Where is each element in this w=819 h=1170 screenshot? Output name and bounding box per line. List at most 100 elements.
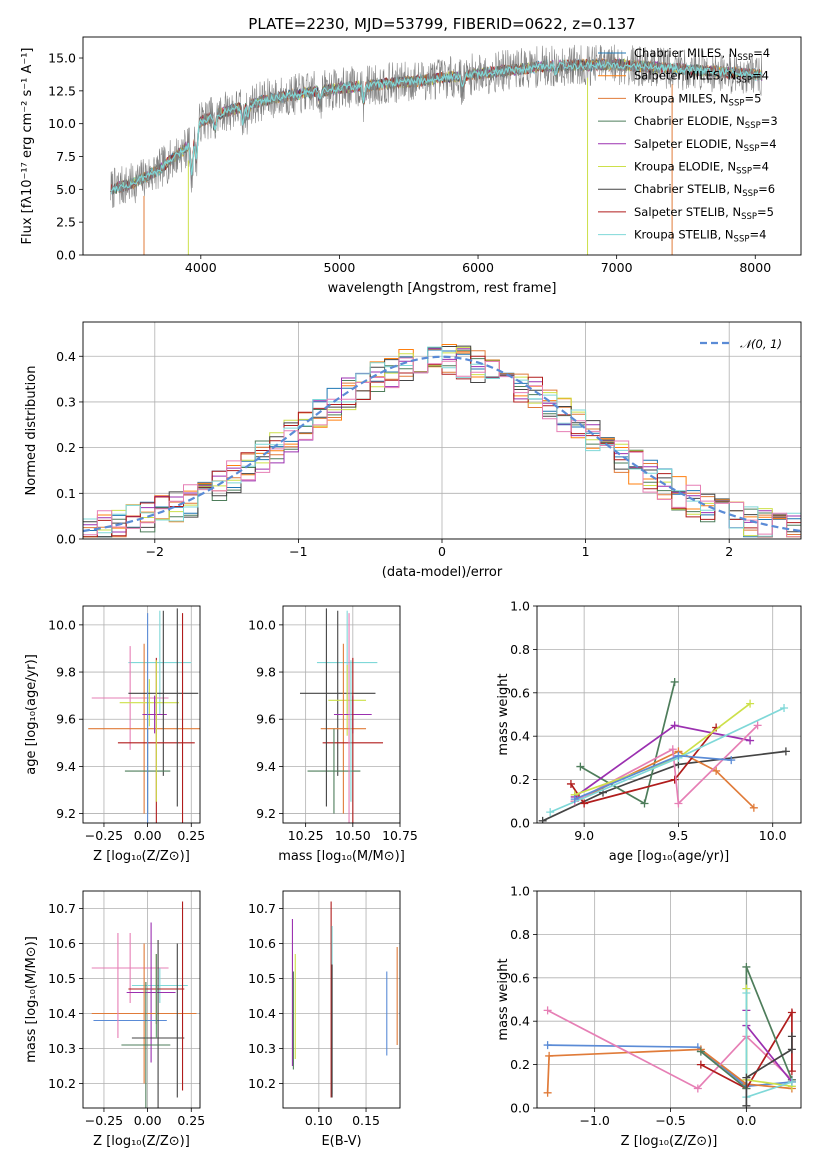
x-axis-label: Z [log₁₀(Z/Z⊙)] (93, 849, 190, 864)
legend-label-sub: SSP (737, 53, 753, 63)
y-tick-label: 0.1 (56, 486, 76, 501)
y-tick-label: 15.0 (48, 51, 76, 66)
x-tick-label: 2 (725, 544, 733, 559)
weight-point-marker (546, 808, 555, 817)
errorbar-point (307, 728, 361, 814)
legend-label-text: Kroupa STELIB, N (634, 228, 734, 242)
weight-point-marker (727, 756, 736, 765)
legend-label-text: Kroupa MILES, N (634, 91, 729, 105)
legend-label-suffix: =5 (744, 91, 761, 105)
y-tick-label: 0.6 (510, 970, 530, 985)
x-tick-label: 9.5 (668, 828, 688, 843)
plot-area (83, 891, 200, 1108)
weight-point-marker (670, 721, 679, 730)
legend-label: 𝒩(0, 1) (740, 337, 782, 351)
y-tick-label: 10.2 (248, 1076, 276, 1091)
x-tick-label: 6000 (462, 260, 494, 275)
residual-histogram (83, 357, 801, 538)
y-axis-label: mass weight (496, 673, 511, 755)
y-tick-label: 9.2 (56, 806, 76, 821)
weight-series-line (542, 750, 787, 822)
weight-series-line (745, 988, 793, 1088)
weight-series-line (745, 1036, 793, 1106)
legend-label-sub: SSP (741, 212, 757, 222)
y-tick-label: 0.2 (56, 440, 76, 455)
legend-label-text: Salpeter MILES, N (634, 69, 736, 83)
panel-age_vs_Z: −0.25 0.00 0.25 9.2 9.4 9.6 9.8 10.0 Z [log₁₀(Z/… (24, 605, 205, 864)
model-spectrum-line (110, 58, 763, 195)
y-tick-label: 9.8 (56, 665, 76, 680)
legend-label-sub: SSP (744, 144, 760, 154)
y-tick-label: 10.3 (248, 1041, 276, 1056)
legend-label-suffix: =6 (758, 182, 775, 196)
legend-label-sub: SSP (736, 167, 752, 177)
errorbar-point (121, 982, 171, 1108)
errorbar-point (88, 643, 200, 814)
errorbar-point (322, 657, 384, 823)
axes-frame (282, 605, 401, 824)
axes-frame (536, 605, 802, 824)
errorbar-point (128, 610, 199, 776)
weight-series-line (547, 1009, 793, 1090)
y-axis-label: Flux [fλ10⁻¹⁷ erg cm⁻² s⁻¹ A⁻¹] (20, 48, 35, 245)
panel-weight_vs_Z: −1.0 −0.5 0.0 0.0 0.2 0.4 0.6 0.8 1.0 Z [log₁₀(Z/… (496, 884, 802, 1149)
legend-label: Chabrier MILES, NSSP=4 (634, 46, 770, 63)
y-axis-label: mass [log₁₀(M/M⊙)] (24, 936, 39, 1063)
plot-area (537, 891, 801, 1108)
weight-series (570, 751, 736, 804)
observed-spectrum-line (110, 44, 763, 208)
chart-title: PLATE=2230, MJD=53799, FIBERID=0622, z=0… (248, 15, 635, 33)
x-axis-label: wavelength [Angstrom, rest frame] (328, 281, 557, 296)
x-axis-label: age [log₁₀(age/yr)] (609, 849, 730, 864)
legend-label-text: Chabrier ELODIE, N (634, 114, 745, 128)
x-tick-label: 0.00 (134, 828, 162, 843)
legend: 𝒩(0, 1) (700, 337, 782, 351)
weight-point-marker (749, 803, 758, 812)
errorbar-point (131, 940, 185, 1108)
errorbar-point (142, 695, 167, 734)
y-tick-label: 0.8 (510, 642, 530, 657)
weight-point-marker (543, 1006, 552, 1015)
y-tick-label: 9.2 (256, 806, 276, 821)
panel-mass_vs_Z: −0.25 0.00 0.25 10.2 10.3 10.4 10.5 10.6 10.7 Z [… (24, 890, 205, 1149)
weight-point-marker (712, 766, 721, 775)
legend-label: Kroupa STELIB, NSSP=4 (634, 228, 766, 245)
axes-frame (82, 890, 201, 1109)
weight-point-marker (742, 1073, 751, 1082)
legend-label-text: Salpeter STELIB, N (634, 205, 741, 219)
y-tick-label: 10.3 (48, 1041, 76, 1056)
x-axis-label: (data-model)/error (382, 565, 503, 580)
panel-spectrum: 4000 5000 6000 7000 8000 0.0 2.5 5.0 7.5 10.0 12.5… (20, 15, 802, 296)
plot-area (283, 606, 400, 823)
x-tick-label: −2 (146, 544, 164, 559)
y-tick-label: 0.0 (510, 1101, 530, 1116)
y-tick-label: 0.6 (510, 685, 530, 700)
y-tick-label: 10.4 (248, 1006, 276, 1021)
y-tick-label: 7.5 (56, 149, 76, 164)
legend-label-text: Salpeter ELODIE, N (634, 137, 744, 151)
x-axis-label: Z [log₁₀(Z/Z⊙)] (621, 1134, 718, 1149)
y-tick-label: 1.0 (510, 599, 530, 614)
y-tick-label: 10.0 (48, 617, 76, 632)
y-tick-label: 10.6 (248, 936, 276, 951)
errorbar-point (91, 943, 197, 1084)
weight-point-marker (570, 795, 579, 804)
y-tick-label: 0.0 (56, 532, 76, 547)
y-tick-label: 10.0 (48, 116, 76, 131)
x-axis-label: mass [log₁₀(M/M⊙)] (278, 849, 405, 864)
y-tick-label: 10.6 (48, 936, 76, 951)
weight-series-line (574, 724, 759, 806)
panel-age_vs_mass: 10.25 10.50 10.75 9.2 9.4 9.6 9.8 10.0 mass [log… (248, 605, 418, 864)
y-tick-label: 0.0 (56, 248, 76, 263)
legend-label-text: Chabrier STELIB, N (634, 182, 742, 196)
axes-frame (82, 36, 802, 256)
weight-point-marker (545, 1051, 554, 1060)
legend-label-suffix: =4 (753, 46, 770, 60)
x-axis-label: Z [log₁₀(Z/Z⊙)] (93, 1134, 190, 1149)
y-tick-label: 10.5 (248, 971, 276, 986)
legend-label: Salpeter ELODIE, NSSP=4 (634, 137, 777, 154)
weight-point-marker (746, 736, 755, 745)
x-tick-label: 8000 (739, 260, 771, 275)
legend-label-sub: SSP (742, 189, 758, 199)
weight-point-marker (640, 799, 649, 808)
